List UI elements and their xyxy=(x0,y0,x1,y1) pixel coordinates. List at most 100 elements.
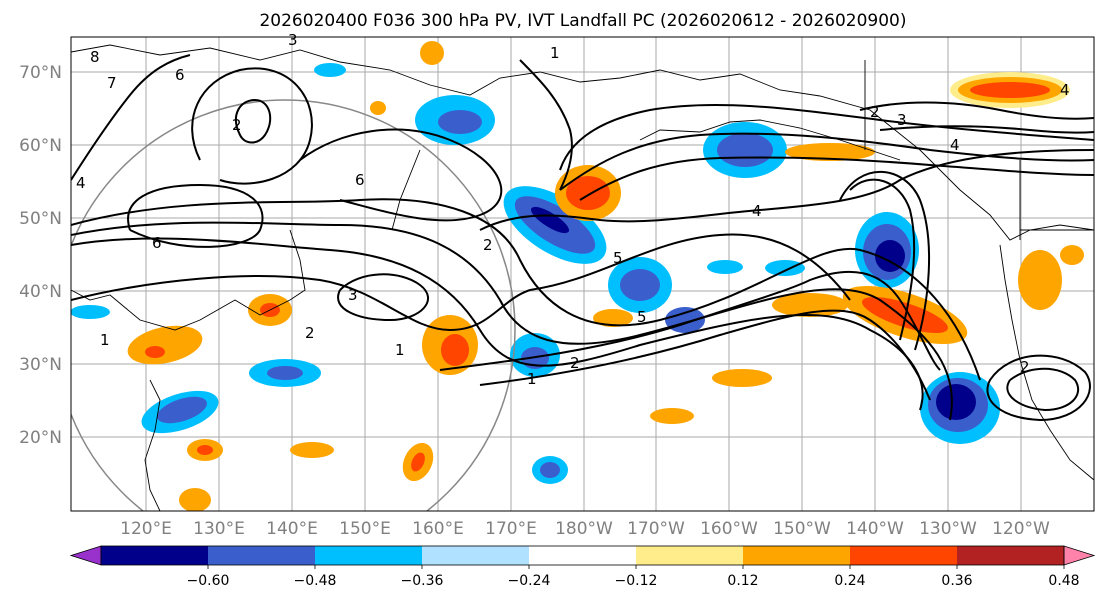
colorbar-segment xyxy=(529,546,636,565)
pc-shading xyxy=(71,41,1084,511)
lon-tick-label: 170°E xyxy=(485,519,537,539)
pc-positive-area xyxy=(1060,245,1084,265)
west-coast-north-america xyxy=(999,244,1094,481)
lon-tick-label: 150°E xyxy=(339,519,391,539)
pv-contour xyxy=(849,178,916,341)
colorbar-segment xyxy=(208,546,315,565)
pc-positive-area xyxy=(970,82,1050,98)
pc-negative-area xyxy=(765,260,805,276)
contour-label: 1 xyxy=(395,341,405,359)
colorbar-segment xyxy=(315,546,422,565)
map-background xyxy=(71,37,1094,511)
lon-tick-label: 160°E xyxy=(412,519,464,539)
lon-tick-label: 120°E xyxy=(120,519,172,539)
pv-contour xyxy=(71,54,191,181)
colorbar-segment xyxy=(636,546,743,565)
contour-label: 6 xyxy=(152,234,162,252)
colorbar-segment xyxy=(101,546,208,565)
contour-label: 1 xyxy=(100,331,110,349)
pv-contour xyxy=(559,103,1094,171)
contour-label: 5 xyxy=(613,249,623,267)
pv-contour xyxy=(191,67,313,185)
lon-tick-label: 140°E xyxy=(266,519,318,539)
pv-contour xyxy=(439,270,941,371)
colorbar-tick-label: 0.36 xyxy=(941,573,972,589)
pc-positive-area xyxy=(650,408,694,424)
pc-negative-area xyxy=(267,366,303,380)
alaska-coast xyxy=(639,119,901,161)
colorbar-extend-low xyxy=(69,545,102,566)
colorbar-tick-label: 0.48 xyxy=(1048,573,1079,589)
colorbar-tick-label: −0.36 xyxy=(401,573,444,589)
pc-positive-area xyxy=(785,143,875,161)
latitude-axis: 70°N 60°N 50°N 40°N 30°N 20°N xyxy=(19,63,62,448)
pv-contour xyxy=(1006,367,1080,412)
pc-positive-area xyxy=(370,101,386,115)
contour-label: 5 xyxy=(637,308,647,326)
contour-label: 7 xyxy=(107,74,117,92)
lon-tick-label: 130°E xyxy=(193,519,245,539)
contour-labels: 1 1 1 1 2 2 2 2 2 2 3 3 3 4 4 4 4 5 5 6 … xyxy=(76,31,1070,388)
longitude-axis: 120°E 130°E 140°E 150°E 160°E 170°E 180°W 170°W… xyxy=(120,519,1050,539)
pc-negative-area xyxy=(707,260,743,274)
pv-contour xyxy=(299,128,503,222)
map-panel xyxy=(70,36,1095,512)
colorbar-segment xyxy=(743,546,850,565)
colorbar-tick-label: 0.24 xyxy=(834,573,865,589)
pv-contour xyxy=(519,59,573,191)
contour-label: 4 xyxy=(752,202,762,220)
pv-contours xyxy=(71,54,1094,422)
pv-contour xyxy=(879,125,1094,134)
lon-tick-label: 180°W xyxy=(555,519,613,539)
border-lines xyxy=(1019,160,1094,240)
colorbar-extend-high xyxy=(1063,545,1096,566)
contour-label: 8 xyxy=(90,48,100,66)
east-asia-coast xyxy=(71,229,306,331)
pc-negative-area xyxy=(717,133,773,167)
contour-label: 2 xyxy=(1020,358,1030,376)
pv-contour xyxy=(127,183,264,248)
coastlines xyxy=(71,44,1094,511)
map-frame xyxy=(70,36,1095,512)
lon-tick-label: 140°W xyxy=(846,519,904,539)
pv-contour xyxy=(71,198,981,381)
pc-negative-area xyxy=(540,462,560,478)
contour-label: 2 xyxy=(305,324,315,342)
contour-label: 2 xyxy=(570,354,580,372)
pc-negative-area xyxy=(314,63,346,77)
pv-contour xyxy=(839,170,931,351)
colorbar-tick-label: −0.24 xyxy=(508,573,551,589)
pc-negative-area xyxy=(157,396,207,424)
contour-label: 4 xyxy=(1060,81,1070,99)
contour-label: 3 xyxy=(348,286,358,304)
pc-positive-area xyxy=(197,445,213,455)
lat-tick-label: 60°N xyxy=(19,136,62,156)
pv-contour xyxy=(479,309,931,401)
pc-positive-area xyxy=(1018,250,1062,310)
pv-contour xyxy=(337,273,430,322)
lat-tick-label: 70°N xyxy=(19,63,62,83)
colorbar: −0.60 −0.48 −0.36 −0.24 −0.12 0.12 0.24 0.36 0.4… xyxy=(69,545,1096,589)
contour-label: 6 xyxy=(175,66,185,84)
lat-tick-label: 20°N xyxy=(19,428,62,448)
pv-contour xyxy=(479,149,1094,231)
pc-negative-area xyxy=(530,206,570,234)
contour-label: 6 xyxy=(355,171,365,189)
colorbar-segment xyxy=(850,546,957,565)
contour-label: 2 xyxy=(232,116,242,134)
pc-negative-area xyxy=(665,307,705,333)
pc-positive-area xyxy=(566,176,610,210)
lat-tick-label: 30°N xyxy=(19,355,62,375)
pv-contour xyxy=(71,233,851,332)
lat-tick-label: 40°N xyxy=(19,282,62,302)
contour-label: 2 xyxy=(870,103,880,121)
contour-label: 2 xyxy=(483,236,493,254)
colorbar-tick-label: −0.12 xyxy=(615,573,658,589)
pc-positive-area xyxy=(712,369,772,387)
pv-contour xyxy=(559,132,1094,191)
lat-tick-label: 50°N xyxy=(19,209,62,229)
china-coast xyxy=(144,379,161,511)
pc-positive-area xyxy=(145,346,165,358)
pc-positive-area xyxy=(593,309,633,327)
